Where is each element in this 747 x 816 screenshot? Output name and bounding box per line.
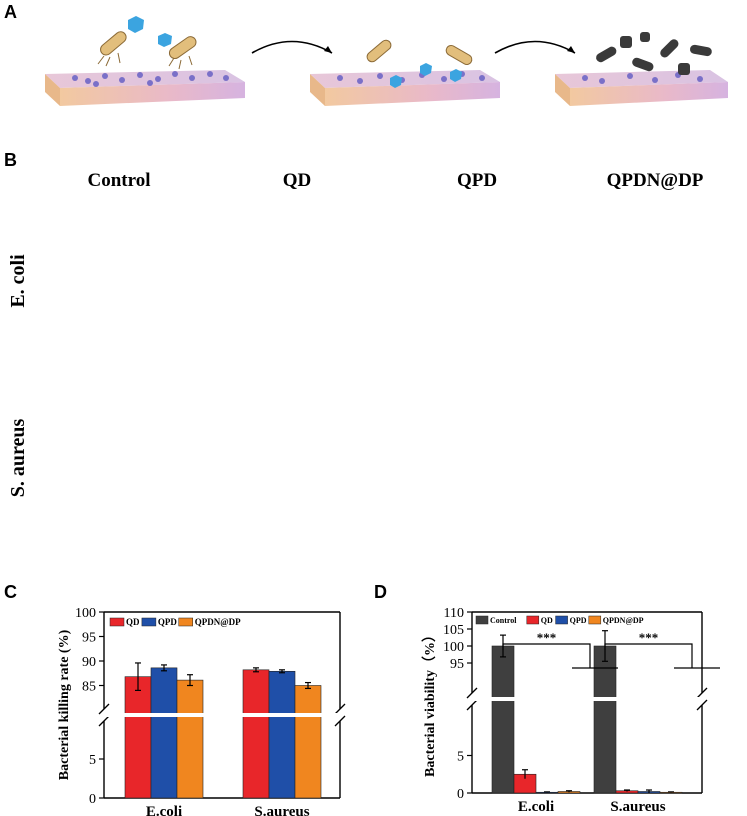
x-tick-label: E.coli <box>146 804 182 816</box>
arrow-2 <box>494 40 576 54</box>
y-tick-label: 0 <box>457 787 464 802</box>
cube-1 <box>128 16 144 33</box>
legend-swatch <box>178 617 193 627</box>
column-header-qd: QD <box>282 170 312 191</box>
bar-ecoli-control <box>491 645 515 794</box>
bar-saureus-qpdndp <box>294 685 322 799</box>
bacterium-3 <box>366 39 392 63</box>
row-header-s-aureus: S. aureus <box>7 418 29 498</box>
axis-break-mark <box>696 687 708 699</box>
legend-label: QD <box>541 616 553 625</box>
y-tick-label: 95 <box>450 657 464 672</box>
legend-swatch <box>588 615 602 625</box>
substrate-slab-1 <box>45 70 245 106</box>
schematic-illustration <box>45 16 728 106</box>
significance-bracket <box>502 643 618 669</box>
bacterium-2 <box>168 36 197 70</box>
y-tick-label: 105 <box>443 623 464 638</box>
legend-label: QPD <box>158 617 177 627</box>
chart-bacterial-viability: Bacterial viability（%） 0 5 95 100 105 110 E.col… <box>422 606 720 815</box>
axis-break-mark <box>334 703 346 715</box>
column-header-qpd: QPD <box>456 170 498 191</box>
arrow-1 <box>251 40 333 54</box>
bar-ecoli-qd <box>124 676 152 799</box>
legend-label: Control <box>490 616 517 625</box>
y-tick-label: 100 <box>443 640 464 655</box>
x-tick-label: E.coli <box>518 799 554 815</box>
legend-label: QPDN@DP <box>195 617 241 627</box>
y-tick-label: 90 <box>82 655 96 670</box>
y-tick-label: 100 <box>75 606 96 621</box>
legend-swatch <box>526 615 540 625</box>
legend-swatch <box>555 615 568 625</box>
bacterium-1 <box>97 31 127 67</box>
axis-break-mark <box>334 715 346 727</box>
legend-swatch <box>141 617 157 627</box>
cube-2 <box>158 33 172 47</box>
dead-bacteria <box>596 32 712 75</box>
y-axis-label: Bacterial viability（%） <box>422 628 438 777</box>
bar-ecoli-qpd <box>150 667 178 799</box>
axis-break-mark <box>696 699 708 711</box>
y-tick-label: 95 <box>82 631 96 646</box>
panel-label-d: D <box>374 582 387 602</box>
legend-label: QPD <box>570 616 587 625</box>
y-tick-label: 0 <box>89 792 96 807</box>
row-header-e-coli: E. coli <box>7 254 29 308</box>
column-header-control: Control <box>87 170 151 191</box>
bacterium-4 <box>445 45 473 65</box>
bar-saureus-qpd <box>268 670 296 799</box>
axis-break-mark <box>98 703 110 715</box>
panel-label-a: A <box>4 2 17 22</box>
legend: QD QPD QPDN@DP <box>109 617 241 627</box>
significance-label: *** <box>639 630 659 645</box>
y-axis-label: Bacterial killing rate (%) <box>57 629 72 780</box>
x-tick-label: S.aureus <box>254 804 309 816</box>
substrate-slab-2 <box>310 63 500 106</box>
panel-label-b: B <box>4 150 17 170</box>
y-tick-label: 85 <box>82 680 96 695</box>
significance-label: *** <box>537 630 557 645</box>
legend: Control QD QPD QPDN@DP <box>475 615 644 625</box>
panel-label-c: C <box>4 582 17 602</box>
legend-swatch <box>109 617 125 627</box>
substrate-slab-3 <box>555 70 728 106</box>
y-tick-label: 5 <box>89 753 96 768</box>
significance-bracket <box>604 643 720 669</box>
axis-break-gap <box>105 713 339 717</box>
x-tick-label: S.aureus <box>610 799 665 815</box>
legend-label: QPDN@DP <box>603 616 644 625</box>
bar-ecoli-qpdndp <box>176 679 204 799</box>
axis-break-gap <box>473 697 701 701</box>
axis-break-mark <box>466 699 478 711</box>
legend-label: QD <box>126 617 140 627</box>
y-tick-label: 5 <box>457 750 464 765</box>
bar-saureus-qd <box>242 669 270 799</box>
column-header-qpdn-dp: QPDN@DP <box>606 170 704 191</box>
axis-break-mark <box>98 715 110 727</box>
axis-break-mark <box>466 687 478 699</box>
y-tick-label: 110 <box>444 606 464 621</box>
legend-swatch <box>475 615 489 625</box>
chart-killing-rate: Bacterial killing rate (%) 0 5 85 90 95 100 E.c… <box>57 606 346 816</box>
